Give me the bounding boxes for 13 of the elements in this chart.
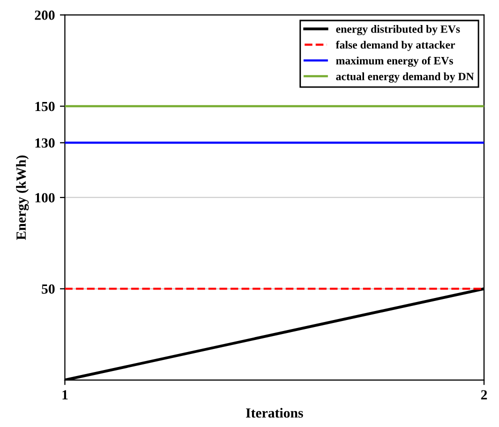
y-tick-label: 130 (35, 138, 55, 148)
y-tick-label: 50 (42, 284, 55, 294)
legend-label: energy distributed by EVs (336, 25, 460, 36)
y-axis-title: Energy (kWh) (16, 155, 29, 240)
y-tick-label: 200 (34, 10, 55, 20)
y-tick-label: 100 (35, 193, 55, 202)
legend-label: maximum energy of EVs (336, 56, 454, 67)
x-axis-title: Iterations (246, 408, 304, 418)
legend-label: false demand by attacker (336, 40, 455, 51)
x-tick-label: 2 (481, 390, 487, 400)
legend-label: actual energy demand by DN (336, 72, 474, 83)
x-tick-label: 1 (62, 390, 68, 400)
y-tick-label: 150 (35, 102, 55, 112)
